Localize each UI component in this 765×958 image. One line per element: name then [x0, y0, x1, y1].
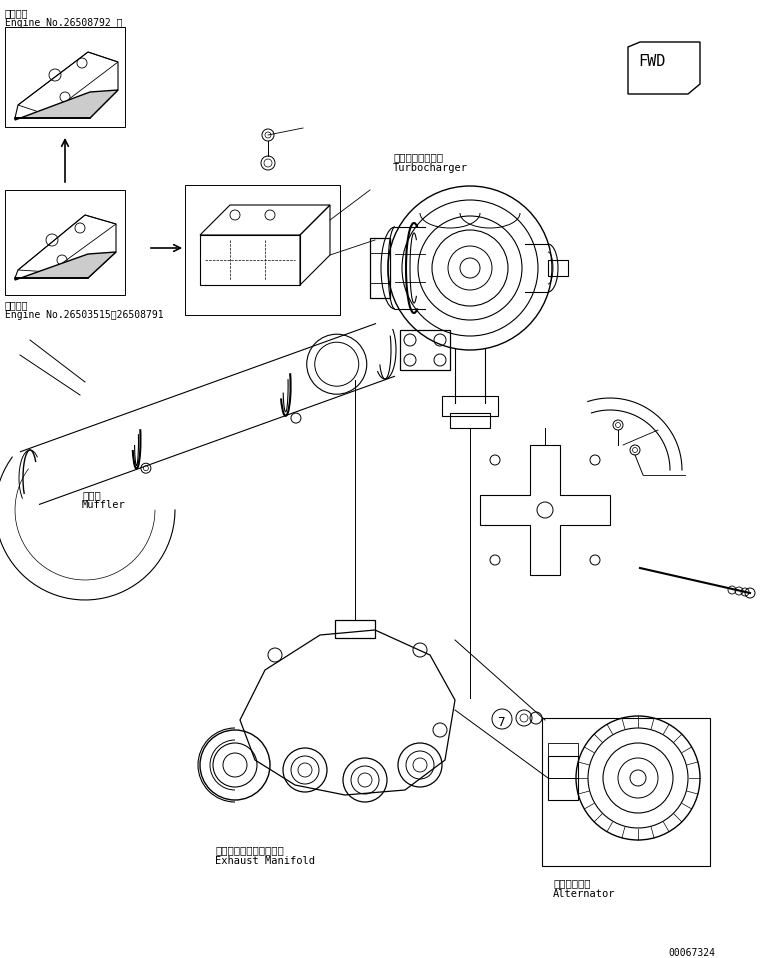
Text: Turbocharger: Turbocharger: [393, 163, 468, 173]
Text: Muffler: Muffler: [82, 500, 125, 510]
Text: Engine No.26503515～26508791: Engine No.26503515～26508791: [5, 310, 164, 320]
Text: 適用号機: 適用号機: [5, 8, 28, 18]
Bar: [370, 238, 390, 298]
Text: マフラ: マフラ: [82, 490, 101, 500]
Text: エキゾーストマニホルド: エキゾーストマニホルド: [215, 845, 284, 855]
Bar: [5, 190, 125, 295]
Bar: [548, 260, 568, 276]
Polygon shape: [15, 90, 118, 120]
Bar: [450, 413, 490, 428]
Text: Engine No.26508792 ～: Engine No.26508792 ～: [5, 18, 122, 28]
Bar: [5, 27, 125, 127]
Text: 適用号機: 適用号機: [5, 300, 28, 310]
Bar: [335, 620, 375, 638]
Text: オルタネータ: オルタネータ: [553, 878, 591, 888]
Text: Alternator: Alternator: [553, 889, 616, 899]
Bar: [542, 718, 710, 866]
Text: ターボチャージャ: ターボチャージャ: [393, 152, 443, 162]
Bar: [442, 396, 498, 416]
Text: FWD: FWD: [638, 54, 666, 69]
Text: 7: 7: [497, 716, 505, 729]
Polygon shape: [15, 252, 116, 280]
Bar: [548, 743, 578, 756]
Text: 00067324: 00067324: [668, 948, 715, 958]
Bar: [185, 185, 340, 315]
Bar: [400, 330, 450, 370]
Text: Exhaust Manifold: Exhaust Manifold: [215, 856, 315, 866]
Bar: [548, 756, 578, 800]
